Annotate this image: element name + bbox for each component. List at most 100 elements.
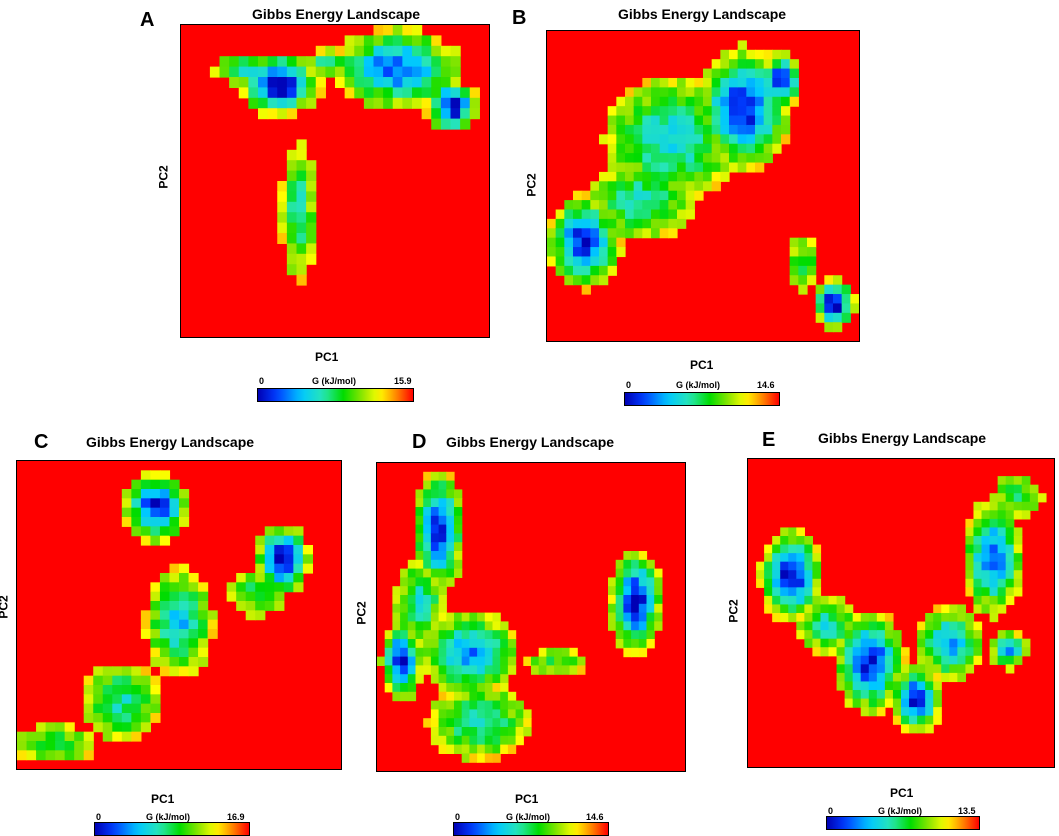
heatmap-cell	[248, 66, 259, 78]
heatmap-cell	[836, 630, 846, 640]
heatmap-cell	[651, 181, 661, 192]
heatmap-cell	[150, 591, 161, 602]
heatmap-cell	[668, 124, 678, 135]
heatmap-cell	[306, 243, 317, 255]
heatmap-cell	[633, 162, 643, 173]
heatmap-cell	[997, 518, 1007, 529]
heatmap-cell	[642, 162, 652, 173]
heatmap-cell	[430, 612, 440, 622]
heatmap-cell	[815, 303, 825, 314]
heatmap-cell	[599, 237, 609, 248]
heatmap-cell	[140, 675, 152, 686]
heatmap-cell	[668, 181, 678, 192]
heatmap-cell	[446, 612, 455, 622]
heatmap-cell	[884, 690, 894, 700]
heatmap-cell	[415, 630, 424, 640]
heatmap-cell	[17, 741, 28, 751]
heatmap-cell	[772, 553, 781, 563]
heatmap-cell	[454, 568, 463, 578]
heatmap-cell	[824, 312, 834, 323]
heatmap-cell	[651, 228, 661, 239]
heatmap-cell	[469, 639, 478, 649]
heatmap-cell	[677, 200, 687, 211]
heatmap-cell	[415, 665, 424, 675]
heatmap-cell	[685, 106, 695, 117]
heatmap-cell	[981, 544, 991, 554]
heatmap-cell	[438, 639, 447, 649]
heatmap-cell	[788, 527, 797, 537]
heatmap-cell	[685, 77, 695, 88]
heatmap-cell	[315, 56, 326, 68]
heatmap-cell	[454, 507, 463, 517]
heatmap-cell	[431, 87, 442, 99]
heatmap-cell	[901, 672, 910, 683]
heatmap-cell	[392, 647, 401, 658]
heatmap-cell	[83, 685, 94, 695]
heatmap-cell	[296, 181, 307, 192]
heatmap-cell	[469, 630, 478, 640]
heatmap-cell	[179, 647, 190, 658]
heatmap-cell	[729, 59, 739, 70]
panel-label-c: C	[34, 431, 49, 453]
heatmap-cell	[763, 124, 773, 135]
heatmap-cell	[384, 630, 393, 640]
heatmap-cell	[668, 190, 678, 201]
heatmap-cell	[590, 247, 600, 258]
heatmap-cell	[198, 638, 209, 649]
heatmap-cell	[746, 77, 756, 88]
heatmap-cell	[828, 621, 838, 631]
heatmap-cell	[198, 591, 209, 602]
heatmap-cell	[412, 45, 423, 57]
heatmap-cell	[965, 518, 975, 529]
heatmap-cell	[901, 698, 910, 708]
heatmap-cell	[957, 664, 967, 674]
heatmap-cell	[625, 190, 635, 201]
heatmap-cell	[642, 115, 652, 126]
heatmap-cell	[423, 498, 432, 508]
heatmap-cell	[446, 480, 455, 490]
heatmap-cell	[150, 638, 161, 649]
heatmap-cell	[703, 153, 713, 164]
heatmap-cell	[373, 45, 384, 57]
heatmap-cell	[430, 621, 440, 631]
heatmap-cell	[798, 275, 808, 286]
heatmap-cell	[646, 595, 655, 605]
heatmap-cell	[933, 647, 942, 657]
heatmap-cell	[112, 666, 123, 677]
heatmap-cell	[415, 674, 424, 684]
heatmap-cell	[694, 77, 704, 88]
heatmap-cell	[460, 97, 471, 109]
heatmap-cell	[400, 691, 409, 702]
heatmap-cell	[633, 96, 643, 107]
heatmap-cell	[659, 218, 669, 229]
chart-title-b: Gibbs Energy Landscape	[618, 6, 787, 22]
heatmap-cell	[363, 56, 375, 68]
heatmap-cell	[306, 77, 317, 88]
heatmap-cell	[581, 209, 591, 220]
heatmap-cell	[296, 264, 307, 276]
colorbar-label-c: G (kJ/mol)	[146, 812, 191, 822]
heatmap-cell	[646, 577, 655, 587]
heatmap-cell	[93, 722, 104, 733]
heatmap-cell	[421, 56, 432, 68]
heatmap-cell	[492, 727, 501, 737]
heatmap-cell	[789, 59, 799, 70]
heatmap-cell	[564, 209, 574, 220]
heatmap-cell	[402, 97, 413, 109]
heatmap-cell	[633, 87, 643, 98]
heatmap-cell	[642, 96, 652, 107]
heatmap-cell	[633, 228, 643, 239]
heatmap-cell	[633, 153, 643, 164]
heatmap-cell	[515, 700, 524, 710]
heatmap-cell	[523, 709, 532, 719]
colorbar-b	[624, 392, 780, 406]
heatmap-cell	[941, 672, 950, 683]
heatmap-cell	[685, 209, 695, 220]
heatmap-cell	[245, 582, 256, 593]
heatmap-cell	[402, 35, 413, 47]
heatmap-cell	[555, 256, 565, 267]
heatmap-cell	[607, 256, 617, 267]
heatmap-cell	[824, 322, 834, 333]
heatmap-cell	[264, 582, 275, 593]
heatmap-cell	[659, 77, 669, 88]
